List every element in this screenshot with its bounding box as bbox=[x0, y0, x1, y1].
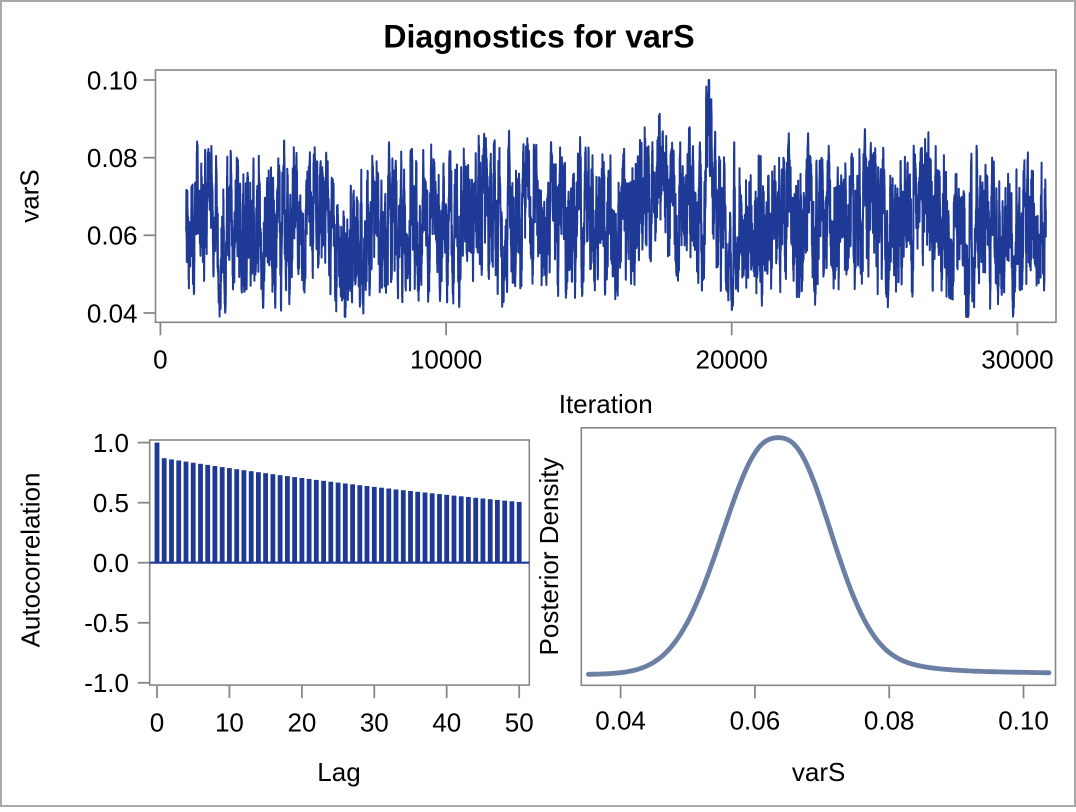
svg-text:0.5: 0.5 bbox=[93, 488, 129, 518]
svg-text:Lag: Lag bbox=[317, 757, 360, 787]
svg-text:varS: varS bbox=[792, 757, 845, 787]
svg-text:10: 10 bbox=[215, 708, 244, 738]
svg-text:0.08: 0.08 bbox=[87, 143, 138, 173]
svg-text:40: 40 bbox=[432, 708, 461, 738]
svg-text:Diagnostics for varS: Diagnostics for varS bbox=[383, 19, 694, 55]
svg-text:0.06: 0.06 bbox=[87, 221, 138, 251]
svg-text:varS: varS bbox=[15, 169, 45, 222]
svg-text:0.08: 0.08 bbox=[864, 706, 915, 736]
svg-text:0.04: 0.04 bbox=[87, 298, 138, 328]
svg-text:50: 50 bbox=[505, 708, 534, 738]
svg-text:30: 30 bbox=[360, 708, 389, 738]
svg-text:20: 20 bbox=[287, 708, 316, 738]
svg-text:30000: 30000 bbox=[981, 344, 1053, 374]
svg-text:0.06: 0.06 bbox=[730, 706, 781, 736]
svg-text:-0.5: -0.5 bbox=[84, 608, 129, 638]
svg-text:10000: 10000 bbox=[410, 344, 482, 374]
svg-text:0.04: 0.04 bbox=[595, 706, 646, 736]
svg-text:0.10: 0.10 bbox=[87, 65, 138, 95]
svg-text:Posterior Density: Posterior Density bbox=[534, 458, 564, 656]
svg-text:20000: 20000 bbox=[696, 344, 768, 374]
svg-text:0: 0 bbox=[150, 708, 164, 738]
svg-text:0.0: 0.0 bbox=[93, 548, 129, 578]
svg-text:Autocorrelation: Autocorrelation bbox=[16, 473, 46, 648]
svg-text:1.0: 1.0 bbox=[93, 428, 129, 458]
svg-text:Iteration: Iteration bbox=[559, 389, 653, 419]
svg-text:0.10: 0.10 bbox=[998, 706, 1049, 736]
svg-text:-1.0: -1.0 bbox=[84, 668, 129, 698]
svg-text:0: 0 bbox=[153, 344, 167, 374]
